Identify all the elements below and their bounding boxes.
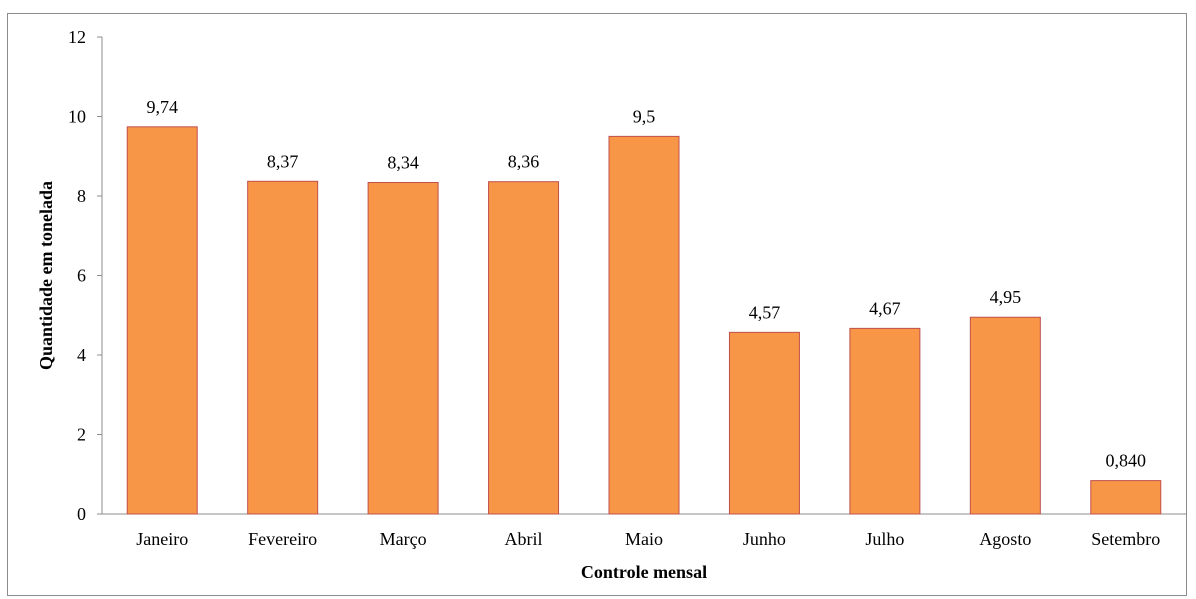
y-tick-labels: 0 2 4 6 8 10 12 bbox=[68, 27, 86, 524]
bars bbox=[126, 126, 1162, 515]
y-tick-label: 8 bbox=[77, 186, 86, 206]
x-tick-label: Agosto bbox=[979, 529, 1031, 549]
y-tick-label: 2 bbox=[77, 425, 86, 445]
bar-junho bbox=[728, 331, 800, 515]
data-label: 9,74 bbox=[146, 97, 178, 117]
bar-julho bbox=[849, 327, 921, 515]
y-axis-title: Quantidade em tonelada bbox=[36, 181, 56, 370]
bar-agosto bbox=[969, 316, 1041, 515]
bar-maio bbox=[608, 135, 680, 515]
x-tick-label: Setembro bbox=[1091, 529, 1160, 549]
y-tick-label: 10 bbox=[68, 107, 86, 127]
data-label: 4,57 bbox=[749, 302, 781, 322]
data-label: 8,36 bbox=[508, 152, 540, 172]
data-label: 8,34 bbox=[387, 152, 419, 172]
data-label: 9,5 bbox=[633, 106, 656, 126]
x-tick-label: Abril bbox=[505, 529, 543, 549]
y-tick-label: 12 bbox=[68, 27, 86, 47]
x-tick-label: Junho bbox=[743, 529, 786, 549]
data-labels: 9,74 8,37 8,34 8,36 9,5 4,57 4,67 4,95 0,840 bbox=[146, 97, 1146, 471]
x-axis-title: Controle mensal bbox=[581, 562, 707, 582]
category-labels: Janeiro Fevereiro Março Abril Maio Junho Julho… bbox=[136, 529, 1160, 549]
data-label: 4,67 bbox=[869, 298, 901, 318]
y-tick-label: 6 bbox=[77, 266, 86, 286]
bar-março bbox=[367, 181, 439, 515]
data-label: 4,95 bbox=[990, 287, 1022, 307]
data-label: 0,840 bbox=[1106, 451, 1147, 471]
x-tick-label: Maio bbox=[625, 529, 663, 549]
bar-fevereiro bbox=[247, 180, 319, 515]
y-tick-label: 0 bbox=[77, 504, 86, 524]
x-tick-label: Janeiro bbox=[136, 529, 188, 549]
y-tick-label: 4 bbox=[77, 345, 86, 365]
bar-janeiro bbox=[126, 126, 198, 515]
x-tick-label: Março bbox=[380, 529, 427, 549]
x-tick-label: Julho bbox=[865, 529, 904, 549]
bar-abril bbox=[488, 181, 560, 515]
bar-setembro bbox=[1090, 480, 1162, 515]
x-tick-label: Fevereiro bbox=[248, 529, 317, 549]
data-label: 8,37 bbox=[267, 151, 299, 171]
